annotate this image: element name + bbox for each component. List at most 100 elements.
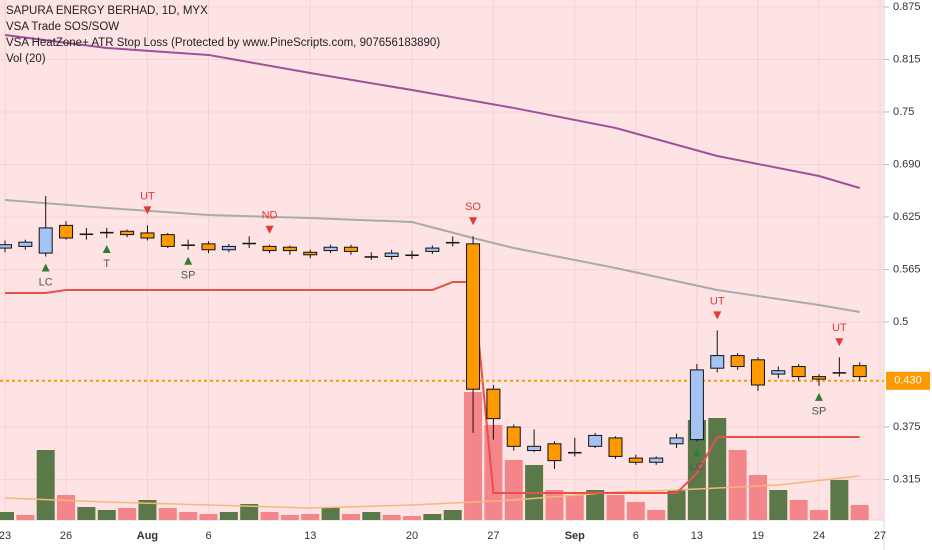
plot-background — [0, 0, 884, 520]
signal-label: LC — [39, 276, 53, 288]
candle-body — [242, 242, 256, 245]
candle-body — [38, 227, 53, 254]
y-tick-label: 0.815 — [893, 53, 921, 65]
signal-arrow — [713, 311, 722, 320]
volume-bar — [423, 514, 442, 520]
volume-bar — [830, 480, 849, 520]
y-tick-label: 0.75 — [893, 106, 914, 118]
volume-bar — [464, 392, 483, 520]
candle-body — [323, 246, 338, 252]
x-tick-label: 20 — [406, 530, 418, 542]
grid — [0, 0, 884, 520]
candle-body — [750, 359, 765, 386]
volume-bar — [728, 450, 747, 520]
candle-body — [832, 372, 847, 374]
volume-bar — [606, 495, 625, 520]
candle-body — [79, 233, 94, 236]
candle-body — [547, 443, 562, 462]
volume-ma-line — [4, 475, 860, 509]
candle-body — [343, 246, 358, 252]
signal-label: SP — [812, 406, 827, 418]
candle-body — [689, 369, 704, 441]
y-tick-label: 0.375 — [893, 421, 921, 433]
volume-bar — [36, 450, 55, 520]
x-tick-label: 24 — [813, 530, 825, 542]
x-tick-label: Sep — [565, 530, 585, 542]
candle-body — [445, 241, 460, 244]
candle-body — [791, 366, 806, 378]
volume-bar — [789, 500, 808, 520]
candle-body — [466, 243, 481, 390]
candle-body — [262, 245, 277, 252]
candle-body — [140, 232, 155, 239]
candle-body — [710, 355, 725, 369]
x-tick-label: 27 — [874, 530, 886, 542]
candle-body — [364, 256, 379, 258]
signal-arrow — [265, 225, 274, 234]
indicator-name: VSA HeatZone+ ATR Stop Loss (Protected b… — [6, 37, 440, 49]
volume-bar — [748, 475, 767, 520]
x-tick-label: 23 — [0, 530, 11, 542]
candle-body — [669, 437, 684, 445]
volume-bar — [158, 508, 177, 520]
candle-body — [608, 437, 623, 457]
indicator-line — [4, 33, 860, 189]
volume-bar — [443, 510, 462, 520]
volume-bar — [219, 512, 238, 520]
volume-pane — [0, 392, 869, 520]
volume-bar — [97, 510, 116, 520]
volume-bar — [362, 512, 381, 520]
y-tick-label: 0.625 — [893, 211, 921, 223]
signal-arrow — [835, 338, 844, 347]
current-price-label: 0.430 — [894, 375, 922, 387]
signal-label: LC — [690, 461, 704, 473]
candle-body — [730, 355, 745, 368]
volume-bar — [565, 495, 584, 520]
volume-bar — [687, 420, 706, 520]
volume-bar — [77, 507, 96, 520]
chart-title: SAPURA ENERGY BERHAD, 1D, MYX — [6, 5, 208, 17]
candle-body — [506, 426, 521, 447]
y-tick-label: 0.5 — [893, 316, 908, 328]
volume-bar — [138, 500, 157, 520]
indicator-name: VSA Trade SOS/SOW — [6, 21, 119, 33]
y-tick-label: 0.565 — [893, 263, 921, 275]
signal-arrow — [143, 206, 152, 215]
candle-body — [527, 445, 542, 452]
volume-bar — [769, 490, 788, 520]
x-tick-label: 6 — [205, 530, 211, 542]
candle-body — [160, 234, 175, 247]
candle-body — [120, 230, 135, 236]
signal-label: UT — [832, 322, 847, 334]
volume-bar — [341, 514, 360, 520]
signal-arrow — [41, 263, 50, 272]
candle-body — [100, 231, 114, 234]
indicator-name: Vol (20) — [6, 53, 46, 65]
candle-body — [201, 243, 216, 251]
volume-bar — [16, 515, 35, 520]
candle-body — [425, 247, 440, 252]
signal-label: ND — [262, 210, 278, 222]
volume-bar — [240, 504, 259, 520]
volume-bar — [179, 512, 198, 520]
volume-bar — [647, 510, 666, 520]
candle-body — [405, 254, 419, 257]
x-tick-label: 6 — [633, 530, 639, 542]
candle-body — [303, 251, 318, 256]
signal-arrow — [815, 392, 823, 401]
x-tick-label: Aug — [137, 530, 158, 542]
signal-arrow — [184, 256, 193, 265]
volume-bar — [321, 508, 340, 520]
signal-label: UT — [140, 190, 155, 202]
signal-label: SP — [181, 270, 196, 282]
signal-label: SO — [465, 201, 481, 213]
volume-bar — [667, 490, 686, 520]
volume-bar — [382, 515, 401, 520]
volume-bar — [403, 516, 421, 520]
x-tick-label: 26 — [60, 530, 72, 542]
x-tick-label: 19 — [752, 530, 764, 542]
volume-bar — [708, 418, 727, 520]
candle-body — [384, 252, 399, 257]
x-tick-label: 13 — [691, 530, 703, 542]
